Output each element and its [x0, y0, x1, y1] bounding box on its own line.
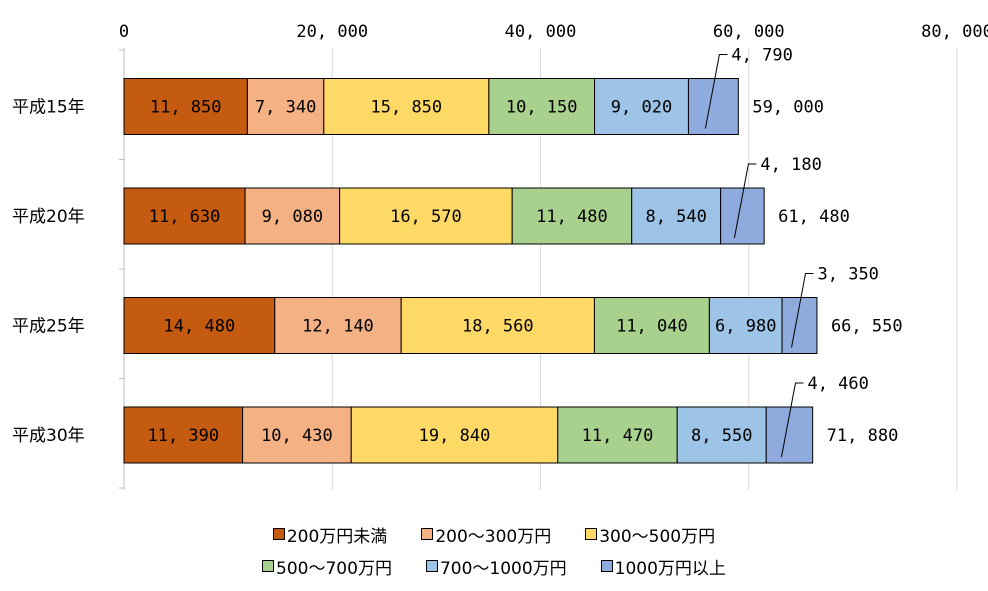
bar-segment — [123, 406, 244, 464]
x-tick-label: 60, 000 — [713, 22, 785, 42]
segment-value-label: 8, 550 — [691, 426, 752, 446]
legend-swatch — [600, 560, 613, 572]
bar-segment — [123, 297, 276, 354]
legend-row: 500～700万円 700～1000万円 1000万円以上 — [0, 554, 988, 579]
leader-line — [704, 54, 728, 129]
bar-segment — [350, 406, 559, 464]
bar-segment — [631, 187, 722, 245]
segment-value-label: 16, 570 — [390, 207, 462, 227]
legend-item: 1000万円以上 — [600, 554, 726, 579]
x-tick-label: 40, 000 — [505, 22, 577, 42]
category-label: 平成30年 — [12, 426, 85, 446]
bar-segment — [676, 406, 767, 464]
segment-value-label: 19, 840 — [419, 426, 491, 446]
segment-value-label: 7, 340 — [255, 98, 316, 118]
segment-value-label: 3, 350 — [818, 265, 879, 285]
legend-swatch — [425, 560, 438, 572]
legend-item: 300～500万円 — [585, 522, 715, 547]
bar-segment — [593, 297, 710, 354]
bar-segment — [511, 187, 633, 245]
bar-segment — [323, 78, 490, 135]
bar-segment — [594, 78, 689, 135]
total-value-label: 71, 880 — [827, 426, 899, 446]
segment-value-label: 10, 150 — [506, 98, 578, 118]
segment-value-label: 8, 540 — [645, 207, 706, 227]
legend-label: 1000万円以上 — [614, 558, 726, 579]
legend-label: 200～300万円 — [435, 526, 552, 547]
segment-value-label: 9, 080 — [262, 207, 323, 227]
legend-swatch — [585, 528, 598, 540]
segment-value-label: 18, 560 — [462, 317, 534, 337]
segment-value-label: 11, 040 — [616, 317, 688, 337]
y-axis — [119, 48, 125, 490]
legend-swatch — [272, 528, 285, 540]
segment-value-label: 14, 480 — [164, 317, 236, 337]
legend-label: 700～1000万円 — [439, 558, 567, 579]
bar-segment — [488, 78, 596, 135]
bar-segment — [244, 187, 341, 245]
total-value-label: 61, 480 — [778, 207, 850, 227]
bar-segment — [123, 187, 246, 245]
total-value-label: 59, 000 — [752, 98, 824, 118]
leader-line — [791, 273, 814, 348]
legend-item: 500～700万円 — [262, 554, 392, 579]
segment-value-label: 11, 480 — [536, 207, 608, 227]
segment-value-label: 11, 390 — [147, 426, 219, 446]
x-tick-label: 80, 000 — [921, 22, 988, 42]
segment-value-label: 4, 790 — [731, 46, 792, 66]
legend: 200万円未満 200～300万円 300～500万円 500～700万円 700～1… — [0, 522, 988, 586]
bar-segment — [339, 187, 513, 245]
segment-value-label: 6, 980 — [715, 317, 776, 337]
data-labels: 11, 850 7, 340 15, 850 10, 150 9, 020 4, 790 5… — [147, 46, 903, 458]
bar-segment — [400, 297, 595, 354]
bar-segment — [246, 78, 325, 135]
category-label: 平成20年 — [12, 207, 85, 227]
total-value-label: 66, 550 — [831, 317, 903, 337]
legend-label: 200万円未満 — [286, 526, 388, 547]
legend-label: 300～500万円 — [599, 526, 716, 547]
bar-segment — [708, 297, 783, 354]
segment-value-label: 11, 630 — [149, 207, 221, 227]
legend-item: 200～300万円 — [421, 522, 551, 547]
segment-value-label: 12, 140 — [302, 317, 374, 337]
x-tick-label: 0 — [119, 22, 129, 42]
segment-value-label: 4, 460 — [807, 374, 868, 394]
segment-value-label: 10, 430 — [261, 426, 333, 446]
leader-line — [733, 163, 757, 239]
segment-value-label: 9, 020 — [611, 98, 672, 118]
legend-label: 500～700万円 — [276, 558, 392, 579]
bar-segment — [242, 406, 352, 464]
legend-row: 200万円未満 200～300万円 300～500万円 — [0, 522, 988, 547]
leader-line — [780, 382, 804, 458]
category-label: 平成15年 — [12, 98, 85, 118]
legend-item: 700～1000万円 — [425, 554, 567, 579]
segment-value-label: 4, 180 — [760, 155, 821, 175]
legend-swatch — [421, 528, 434, 540]
legend-item: 200万円未満 — [272, 522, 388, 547]
legend-swatch — [262, 560, 275, 572]
segment-value-label: 11, 470 — [582, 426, 654, 446]
x-axis-tick-labels: 0 20, 000 40, 000 60, 000 80, 000 — [119, 22, 988, 42]
segment-value-label: 15, 850 — [371, 98, 443, 118]
segment-value-label: 11, 850 — [150, 98, 222, 118]
category-label: 平成25年 — [12, 317, 85, 337]
bar-segment — [274, 297, 402, 354]
x-tick-label: 20, 000 — [296, 22, 368, 42]
bar-segments — [123, 78, 818, 464]
